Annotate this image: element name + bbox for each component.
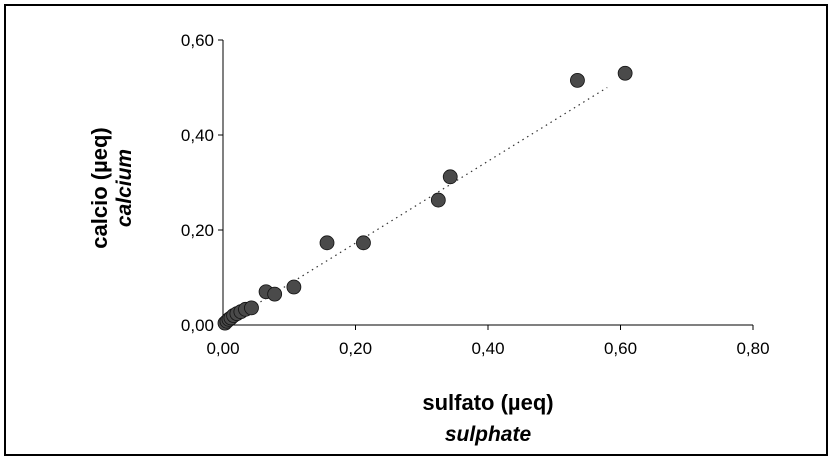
trend-line: [222, 86, 608, 326]
y-axis-subtitle: calcium: [113, 149, 136, 227]
data-point: [442, 169, 458, 185]
x-tick-label: 0,40: [471, 339, 504, 358]
data-points: [217, 65, 633, 331]
data-point: [570, 72, 585, 88]
x-tick-label: 0,00: [206, 339, 239, 358]
data-point: [319, 235, 335, 251]
x-tick-label: 0,80: [736, 339, 769, 358]
data-point: [244, 300, 259, 316]
data-point: [286, 279, 302, 295]
data-point: [356, 235, 371, 251]
y-axis-title: calcio (µeq): [87, 127, 112, 248]
axes: [222, 40, 753, 326]
data-point: [267, 286, 283, 302]
y-tick-label: 0,40: [181, 126, 214, 145]
x-axis-subtitle: sulphate: [445, 423, 532, 446]
x-tick-label: 0,60: [604, 339, 637, 358]
data-point: [430, 192, 446, 208]
y-tick-label: 0,60: [181, 31, 214, 50]
data-point: [617, 65, 633, 81]
chart-frame: [4, 4, 828, 456]
tick-marks: [218, 39, 754, 330]
tick-labels: 0,00 0,20 0,40 0,60 0,80 0,00 0,20 0,40 0,60: [181, 31, 770, 358]
x-axis-title: sulfato (µeq): [422, 390, 553, 415]
x-tick-label: 0,20: [339, 339, 372, 358]
y-tick-label: 0,00: [181, 316, 214, 335]
y-tick-label: 0,20: [181, 221, 214, 240]
